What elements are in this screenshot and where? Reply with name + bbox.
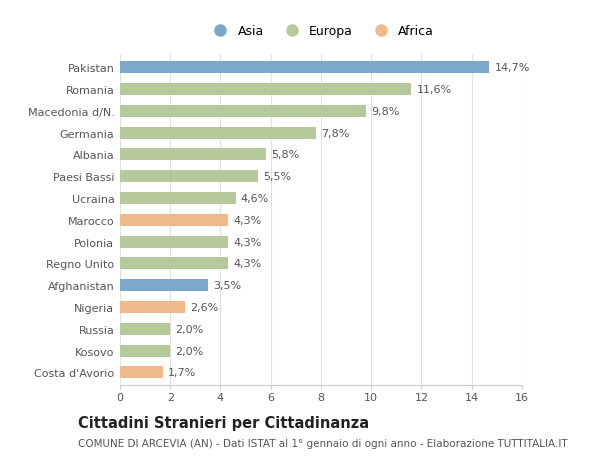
Bar [120,149,266,161]
Text: Cittadini Stranieri per Cittadinanza: Cittadini Stranieri per Cittadinanza [78,415,369,431]
Text: 2,6%: 2,6% [190,302,218,312]
Text: COMUNE DI ARCEVIA (AN) - Dati ISTAT al 1° gennaio di ogni anno - Elaborazione TU: COMUNE DI ARCEVIA (AN) - Dati ISTAT al 1… [78,438,568,448]
Bar [120,171,258,183]
Text: 1,7%: 1,7% [168,368,196,377]
Bar [120,128,316,140]
Text: 2,0%: 2,0% [175,324,203,334]
Bar [120,367,163,379]
Bar [120,301,185,313]
Text: 4,3%: 4,3% [233,215,262,225]
Bar [120,258,228,270]
Legend: Asia, Europa, Africa: Asia, Europa, Africa [204,22,438,42]
Bar [120,345,170,357]
Text: 3,5%: 3,5% [213,280,241,291]
Text: 4,6%: 4,6% [241,194,269,204]
Text: 4,3%: 4,3% [233,237,262,247]
Bar [120,193,236,205]
Bar [120,214,228,226]
Bar [120,62,490,74]
Text: 11,6%: 11,6% [416,85,452,95]
Text: 14,7%: 14,7% [494,63,530,73]
Bar [120,280,208,291]
Bar [120,236,228,248]
Bar [120,106,366,118]
Bar [120,323,170,335]
Text: 5,8%: 5,8% [271,150,299,160]
Text: 9,8%: 9,8% [371,106,400,117]
Text: 2,0%: 2,0% [175,346,203,356]
Text: 5,5%: 5,5% [263,172,292,182]
Text: 7,8%: 7,8% [321,129,349,138]
Text: 4,3%: 4,3% [233,259,262,269]
Bar [120,84,412,96]
